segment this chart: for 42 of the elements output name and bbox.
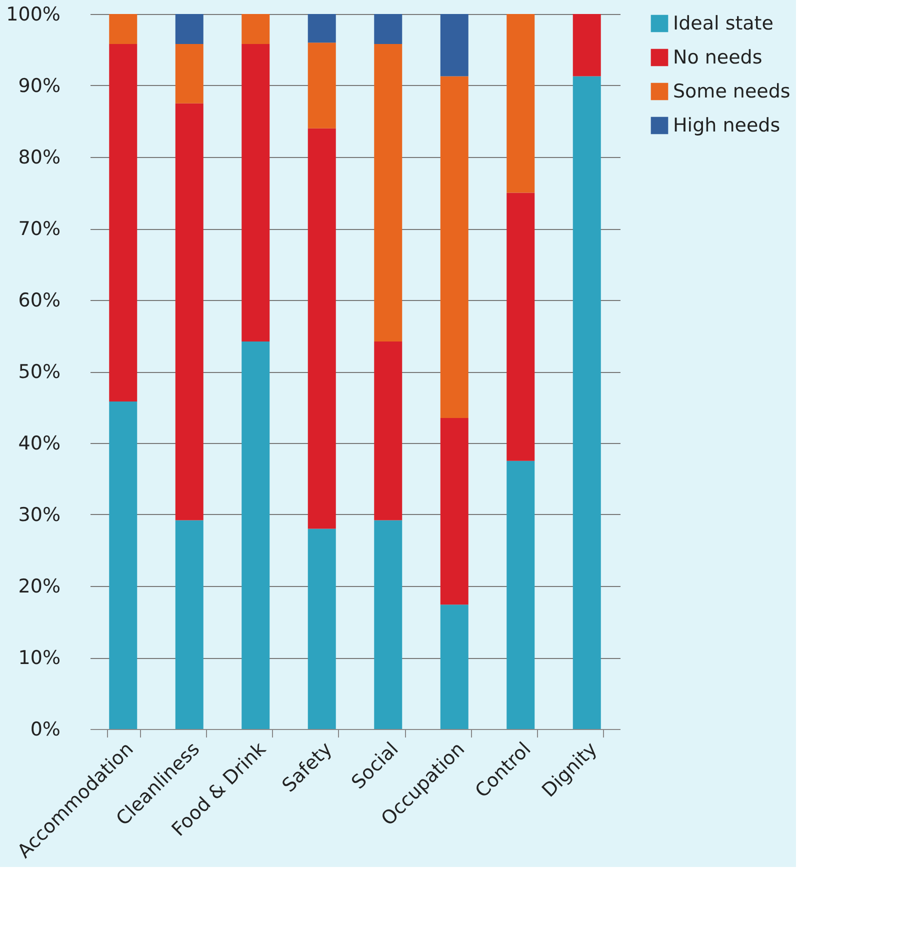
y-tick-label: 50% — [18, 361, 60, 383]
y-tick-label: 0% — [30, 718, 60, 740]
y-tick-label: 70% — [18, 218, 60, 240]
bar — [242, 341, 270, 729]
y-tick-label: 10% — [18, 647, 60, 669]
bar — [506, 192, 535, 461]
y-tick-label: 90% — [18, 75, 60, 97]
bar — [175, 14, 204, 44]
bar — [109, 14, 138, 44]
bar — [572, 14, 601, 76]
bar — [308, 128, 336, 529]
legend-label: No needs — [673, 46, 762, 68]
bar — [506, 14, 535, 193]
bar — [440, 418, 468, 605]
bar — [109, 44, 138, 402]
bar — [374, 44, 402, 342]
bar — [440, 76, 468, 418]
bar — [308, 14, 336, 43]
legend-label: Some needs — [673, 80, 790, 102]
bar — [374, 341, 402, 520]
y-tick-label: 20% — [18, 576, 60, 598]
y-tick-label: 60% — [18, 290, 60, 312]
bar — [242, 14, 270, 44]
bar — [109, 402, 138, 729]
bar — [175, 103, 204, 520]
bar — [308, 528, 336, 729]
y-tick-label: 40% — [18, 432, 60, 454]
bar — [440, 604, 468, 729]
y-tick-label: 30% — [18, 504, 60, 526]
y-tick-label: 80% — [18, 146, 60, 168]
bar — [175, 520, 204, 729]
legend-label: Ideal state — [673, 12, 774, 34]
bar — [374, 520, 402, 729]
bar — [374, 14, 402, 44]
legend-label: High needs — [673, 114, 780, 136]
bar — [506, 460, 535, 729]
bar — [242, 44, 270, 342]
bar — [572, 76, 601, 729]
bar — [175, 44, 204, 104]
bar — [308, 42, 336, 128]
y-tick-label: 100% — [6, 4, 60, 26]
bar — [440, 14, 468, 76]
